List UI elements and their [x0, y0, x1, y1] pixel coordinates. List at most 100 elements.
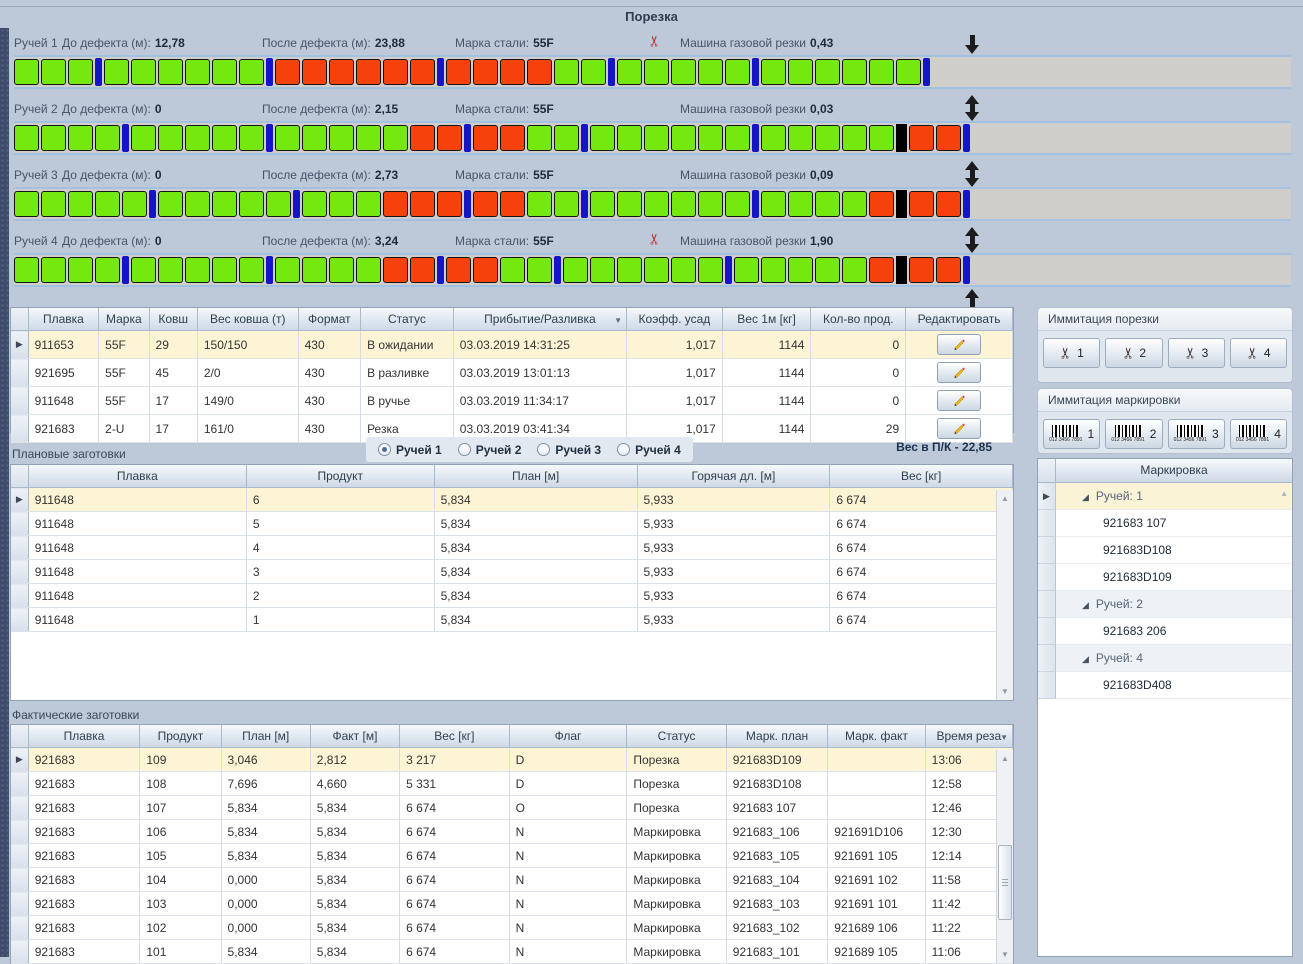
column-header[interactable]: Факт [м]	[310, 725, 401, 748]
column-header[interactable]: Время реза ▼	[925, 725, 1014, 748]
column-header[interactable]: Формат	[298, 308, 362, 331]
column-header[interactable]: Плавка	[28, 465, 247, 488]
column-header[interactable]: Флаг	[509, 725, 628, 748]
column-header[interactable]: Продукт	[246, 465, 435, 488]
stream-radio-2[interactable]: Ручей 2	[457, 443, 521, 457]
column-header[interactable]: Статус	[360, 308, 454, 331]
marking-item-row[interactable]: 921683 107	[1038, 510, 1292, 537]
cell: 5 331	[399, 771, 510, 796]
column-header[interactable]: Редактировать	[905, 308, 1013, 331]
cell: 7,696	[221, 771, 311, 796]
table-row[interactable]: ▶ 921683 109 3,046 2,812 3 217 D Порезка 921683D…	[11, 747, 1014, 772]
cell: 6 674	[829, 487, 1013, 512]
column-header[interactable]: Марка	[98, 308, 150, 331]
edit-button[interactable]	[937, 418, 982, 439]
marking-scroll-up-icon[interactable]: ▲	[1280, 489, 1288, 498]
vertical-scrollbar[interactable]: ▲ ▼	[996, 750, 1013, 963]
column-header[interactable]: Кол-во прод.	[810, 308, 907, 331]
marking-group-row[interactable]: ◢ Ручей: 2	[1038, 591, 1292, 618]
column-header[interactable]: Вес [кг]	[399, 725, 510, 748]
table-row[interactable]: 911648 3 5,834 5,933 6 674	[11, 559, 1013, 584]
casting-strand-strip[interactable]	[14, 55, 1291, 89]
column-header[interactable]: Вес ковша (т)	[197, 308, 299, 331]
table-row[interactable]: 921683 107 5,834 5,834 6 674 O Порезка 921683 1…	[11, 795, 1014, 820]
table-row[interactable]: ▶ 911648 6 5,834 5,933 6 674	[11, 487, 1013, 512]
column-header[interactable]: План [м]	[221, 725, 311, 748]
column-header[interactable]: Марк. план	[726, 725, 829, 748]
cell: 103	[139, 891, 222, 916]
table-row[interactable]: 921683 103 0,000 5,834 6 674 N Маркировка 92168…	[11, 891, 1014, 916]
column-header[interactable]: Статус	[626, 725, 727, 748]
marking-indicator-header	[1038, 459, 1056, 483]
edit-button[interactable]	[937, 390, 982, 411]
table-row[interactable]: 921683 108 7,696 4,660 5 331 D Порезка 921683D1…	[11, 771, 1014, 796]
cut-imitation-button-1[interactable]: ✂ 1	[1043, 338, 1101, 368]
cell: 6 674	[399, 843, 510, 868]
heat-separator	[963, 256, 970, 284]
column-header[interactable]: Вес [кг]	[829, 465, 1013, 488]
stream-radio-1[interactable]: Ручей 1	[378, 443, 442, 457]
cell: 6 674	[399, 819, 510, 844]
column-header[interactable]: Горячая дл. [м]	[637, 465, 831, 488]
mark-imitation-button-3[interactable]: 012 3456 7891 3	[1167, 419, 1225, 449]
stream-radio-4[interactable]: Ручей 4	[617, 443, 681, 457]
cut-imitation-button-2[interactable]: ✂ 2	[1105, 338, 1163, 368]
cut-imitation-button-3[interactable]: ✂ 3	[1167, 338, 1225, 368]
marking-item-row[interactable]: 921683 206	[1038, 618, 1292, 645]
expander-icon[interactable]: ◢	[1082, 492, 1089, 502]
cell: 6	[246, 487, 435, 512]
expander-icon[interactable]: ◢	[1082, 654, 1089, 664]
expander-icon[interactable]: ◢	[1082, 600, 1089, 610]
table-row[interactable]: 921683 104 0,000 5,834 6 674 N Маркировка 92168…	[11, 867, 1014, 892]
stream-radio-3[interactable]: Ручей 3	[537, 443, 601, 457]
column-header[interactable]: Марк. факт	[827, 725, 926, 748]
mark-imitation-button-4[interactable]: 012 3456 7891 4	[1229, 419, 1287, 449]
table-row[interactable]: 911648 5 5,834 5,933 6 674	[11, 511, 1013, 536]
heat-separator	[437, 256, 444, 284]
before-defect-value: До дефекта (м): 0	[62, 102, 162, 116]
cell: N	[509, 915, 628, 940]
column-header[interactable]: Ковш	[149, 308, 198, 331]
billet-block-good	[842, 59, 867, 85]
table-row[interactable]: 921683 102 0,000 5,834 6 674 N Маркировка 92168…	[11, 915, 1014, 940]
marking-group-row[interactable]: ▶ ◢ Ручей: 1	[1038, 483, 1292, 510]
table-row[interactable]: 911648 55F 17 149/0 430 В ручье 03.03.2019 11:…	[11, 386, 1013, 415]
billet-block-defect	[909, 257, 934, 283]
mark-imitation-button-1[interactable]: 012 3456 7891 1	[1043, 419, 1101, 449]
column-header[interactable]: Вес 1м [кг]	[722, 308, 812, 331]
marking-group-row[interactable]: ◢ Ручей: 4	[1038, 645, 1292, 672]
table-row[interactable]: 921683 101 5,834 5,834 6 674 N Маркировка 92168…	[11, 939, 1014, 964]
table-row[interactable]: 921683 106 5,834 5,834 6 674 N Маркировка 92168…	[11, 819, 1014, 844]
cut-imitation-button-4[interactable]: ✂ 4	[1229, 338, 1287, 368]
column-header[interactable]: Прибытие/Разливка ▼	[453, 308, 628, 331]
marking-item-row[interactable]: 921683D108	[1038, 537, 1292, 564]
table-row[interactable]: 911648 4 5,834 5,933 6 674	[11, 535, 1013, 560]
table-row[interactable]: 921683 105 5,834 5,834 6 674 N Маркировка 92168…	[11, 843, 1014, 868]
column-header[interactable]: Плавка	[28, 725, 141, 748]
column-header[interactable]: Плавка	[28, 308, 100, 331]
casting-strand-strip[interactable]	[14, 253, 1291, 287]
billet-block-good	[329, 257, 354, 283]
column-header[interactable]: Продукт	[139, 725, 222, 748]
table-row[interactable]: ▶ 911653 55F 29 150/150 430 В ожидании 03.03.20…	[11, 330, 1013, 359]
casting-strand-strip[interactable]	[14, 121, 1291, 155]
casting-strand-strip[interactable]	[14, 187, 1291, 221]
stream-name: Ручей 2	[14, 102, 58, 116]
vertical-scrollbar[interactable]: ▲ ▼	[996, 490, 1013, 700]
marking-item-row[interactable]: 921683D109	[1038, 564, 1292, 591]
table-row[interactable]: 921695 55F 45 2/0 430 В разливке 03.03.2019 13…	[11, 358, 1013, 387]
column-header[interactable]: План [м]	[434, 465, 638, 488]
table-row[interactable]: 911648 1 5,834 5,933 6 674	[11, 607, 1013, 632]
heat-separator	[963, 190, 970, 218]
cut-position-marker	[896, 190, 907, 218]
edit-button[interactable]	[937, 334, 982, 355]
billet-block-good	[266, 191, 291, 217]
marking-item-row[interactable]: 921683D408	[1038, 672, 1292, 699]
edit-button[interactable]	[937, 362, 982, 383]
column-header[interactable]: Коэфф. усад	[626, 308, 723, 331]
page-title: Порезка	[625, 9, 678, 24]
mark-imitation-button-2[interactable]: 012 3456 7891 2	[1105, 419, 1163, 449]
billet-block-good	[131, 59, 156, 85]
billet-block-good	[554, 59, 579, 85]
table-row[interactable]: 911648 2 5,834 5,933 6 674	[11, 583, 1013, 608]
